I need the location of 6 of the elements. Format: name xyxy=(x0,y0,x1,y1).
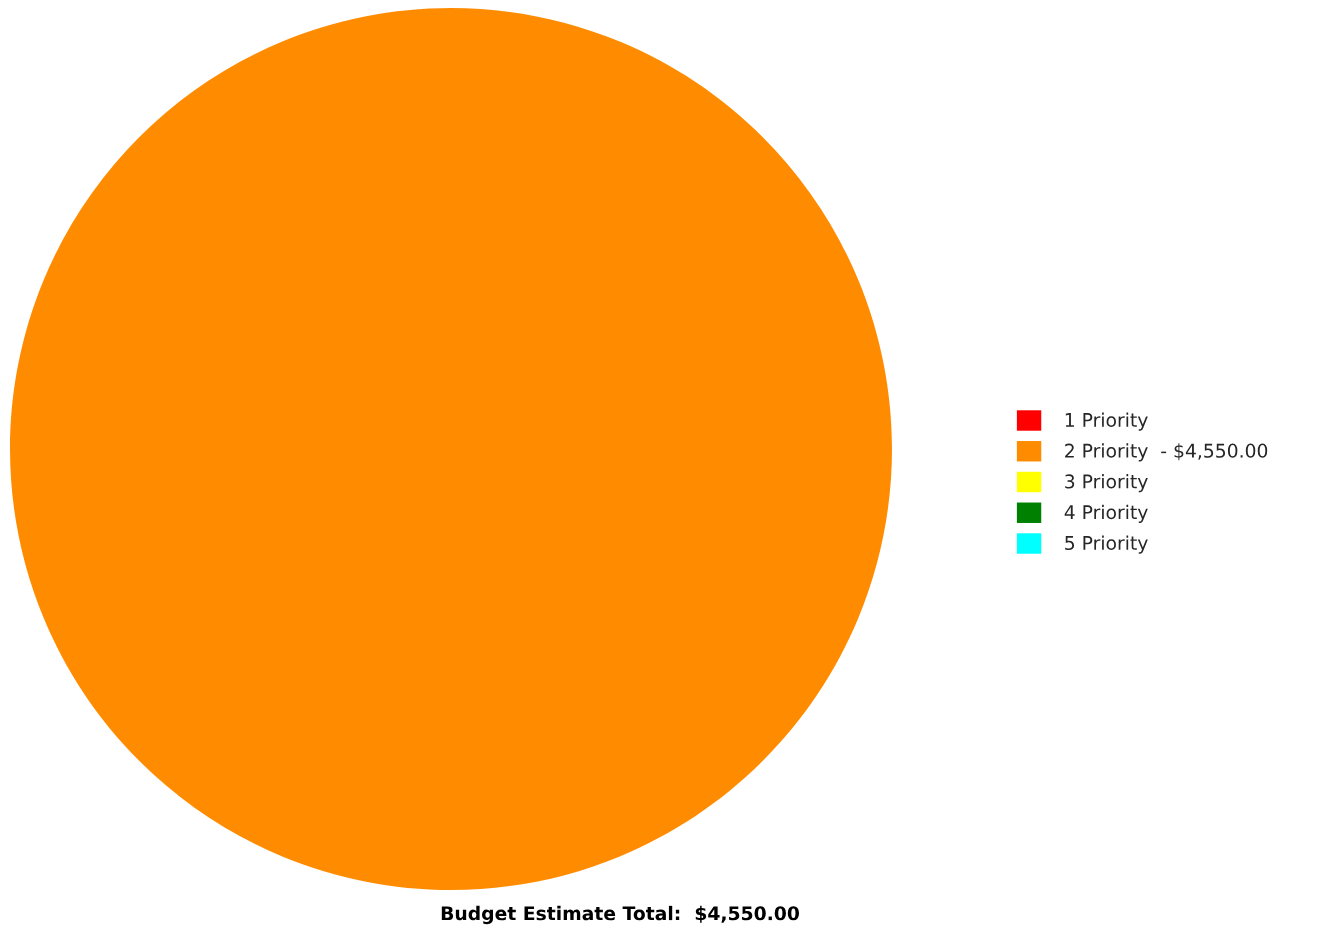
legend-label: 3 Priority xyxy=(1065,474,1148,493)
text: Budget Estimate Total: $4,550.00 xyxy=(441,905,800,925)
legend-label: 5 Priority xyxy=(1065,535,1148,554)
legend-label: 4 Priority xyxy=(1064,504,1148,523)
legend-label: 1 Priority xyxy=(1065,412,1148,431)
legend-label: 2 Priority - $4,550.00 xyxy=(1065,443,1268,462)
